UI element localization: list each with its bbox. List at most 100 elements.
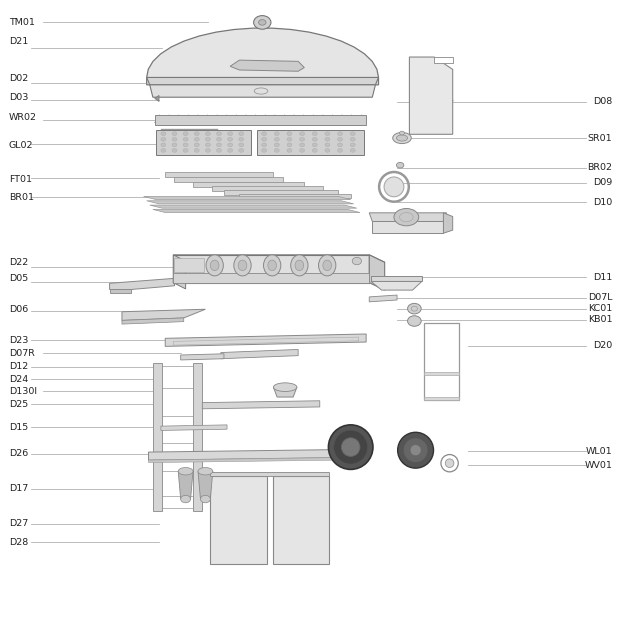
Ellipse shape: [258, 20, 266, 25]
Ellipse shape: [194, 137, 199, 141]
Ellipse shape: [172, 132, 177, 135]
Polygon shape: [240, 194, 351, 198]
Ellipse shape: [261, 132, 266, 135]
Ellipse shape: [394, 209, 419, 226]
Ellipse shape: [268, 260, 276, 271]
Polygon shape: [175, 176, 283, 182]
Polygon shape: [202, 401, 320, 409]
Polygon shape: [165, 334, 366, 347]
Polygon shape: [155, 96, 159, 102]
Ellipse shape: [338, 143, 343, 147]
Ellipse shape: [399, 131, 404, 135]
Ellipse shape: [312, 137, 317, 141]
Text: D03: D03: [9, 93, 28, 102]
Polygon shape: [224, 190, 338, 194]
Polygon shape: [148, 458, 338, 463]
Text: WL01: WL01: [586, 447, 612, 456]
Ellipse shape: [228, 137, 233, 141]
Ellipse shape: [206, 255, 224, 276]
Ellipse shape: [261, 137, 266, 141]
Ellipse shape: [287, 132, 292, 135]
Polygon shape: [150, 85, 376, 97]
Polygon shape: [221, 350, 298, 359]
Polygon shape: [143, 196, 351, 199]
Polygon shape: [173, 255, 186, 289]
Ellipse shape: [228, 148, 233, 152]
Ellipse shape: [161, 132, 166, 135]
Ellipse shape: [325, 143, 330, 147]
Text: SR01: SR01: [587, 134, 612, 142]
Text: D24: D24: [9, 374, 28, 384]
Polygon shape: [211, 473, 329, 476]
Ellipse shape: [228, 132, 233, 135]
Ellipse shape: [312, 148, 317, 152]
Ellipse shape: [273, 383, 297, 391]
Text: KB01: KB01: [587, 315, 612, 324]
Ellipse shape: [397, 432, 433, 468]
Text: TM01: TM01: [9, 18, 35, 27]
Ellipse shape: [350, 137, 355, 141]
Text: D11: D11: [593, 273, 612, 281]
Ellipse shape: [407, 304, 421, 314]
Ellipse shape: [261, 148, 266, 152]
Ellipse shape: [325, 132, 330, 135]
Polygon shape: [153, 209, 360, 212]
Polygon shape: [371, 276, 422, 281]
Ellipse shape: [392, 132, 411, 143]
Text: WR02: WR02: [9, 113, 37, 122]
Polygon shape: [212, 186, 323, 191]
Text: D12: D12: [9, 362, 28, 371]
Ellipse shape: [325, 148, 330, 152]
Text: D23: D23: [9, 336, 28, 345]
Ellipse shape: [352, 257, 361, 265]
Ellipse shape: [287, 143, 292, 147]
Ellipse shape: [217, 132, 222, 135]
Polygon shape: [173, 255, 384, 262]
Text: D08: D08: [593, 97, 612, 106]
Ellipse shape: [410, 445, 421, 456]
Ellipse shape: [274, 143, 279, 147]
Polygon shape: [147, 28, 379, 85]
Text: D130I: D130I: [9, 387, 37, 396]
Ellipse shape: [261, 143, 266, 147]
Ellipse shape: [161, 137, 166, 141]
Ellipse shape: [263, 255, 281, 276]
Ellipse shape: [172, 137, 177, 141]
Ellipse shape: [312, 143, 317, 147]
Text: D05: D05: [9, 274, 28, 283]
Ellipse shape: [206, 137, 211, 141]
Ellipse shape: [319, 255, 336, 276]
Ellipse shape: [323, 260, 332, 271]
Ellipse shape: [239, 137, 243, 141]
Ellipse shape: [178, 468, 193, 475]
Ellipse shape: [194, 132, 199, 135]
Text: BR02: BR02: [587, 163, 612, 172]
Polygon shape: [371, 281, 422, 290]
Ellipse shape: [287, 148, 292, 152]
Ellipse shape: [238, 260, 247, 271]
Ellipse shape: [206, 132, 211, 135]
Ellipse shape: [274, 148, 279, 152]
Text: D20: D20: [593, 341, 612, 350]
Polygon shape: [198, 471, 213, 499]
Ellipse shape: [295, 260, 304, 271]
Polygon shape: [156, 130, 250, 155]
Ellipse shape: [217, 137, 222, 141]
Ellipse shape: [194, 143, 199, 147]
Polygon shape: [109, 289, 131, 293]
Polygon shape: [256, 130, 365, 155]
Text: D21: D21: [9, 37, 28, 46]
Polygon shape: [369, 213, 446, 222]
Polygon shape: [424, 373, 459, 376]
Text: D15: D15: [9, 423, 28, 432]
Polygon shape: [193, 363, 202, 512]
Polygon shape: [122, 309, 206, 320]
Text: D27: D27: [9, 519, 28, 528]
Polygon shape: [230, 60, 304, 71]
Polygon shape: [443, 213, 453, 233]
Ellipse shape: [194, 148, 199, 152]
Ellipse shape: [403, 438, 428, 463]
Text: D06: D06: [9, 305, 28, 314]
Ellipse shape: [384, 177, 404, 197]
Ellipse shape: [201, 496, 211, 503]
